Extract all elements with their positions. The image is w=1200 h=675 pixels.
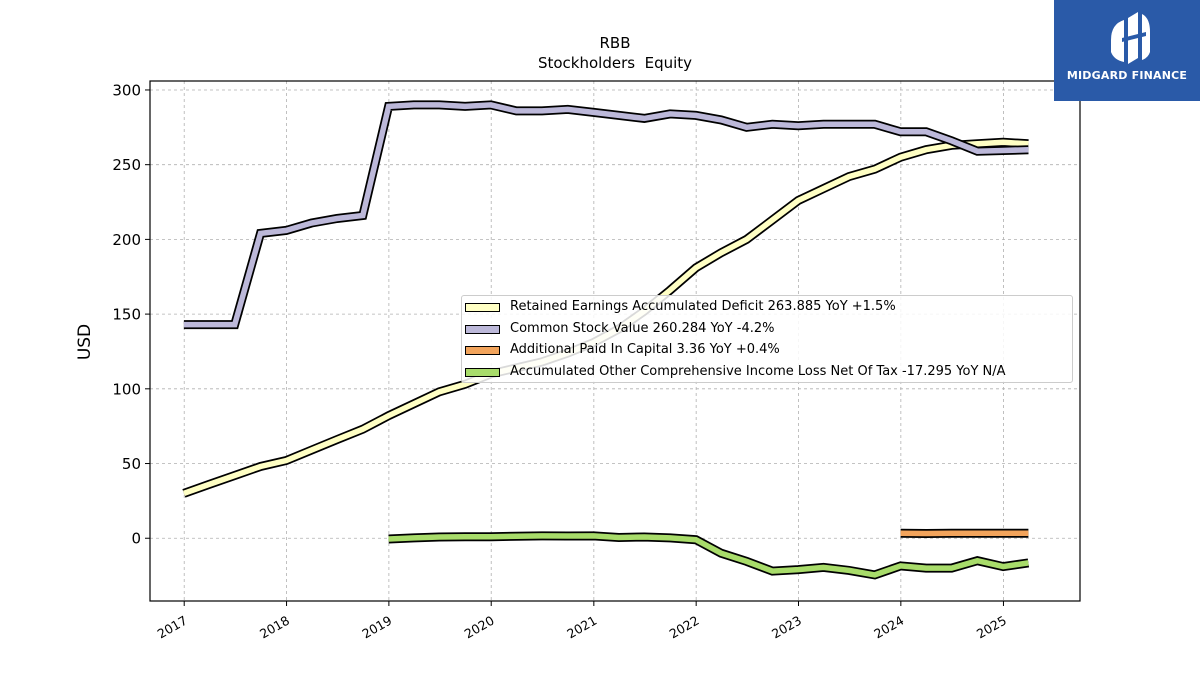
legend-label: Common Stock Value 260.284 YoY -4.2% xyxy=(510,320,775,336)
chart-subtitle: Stockholders Equity xyxy=(538,54,692,72)
y-tick-label: 250 xyxy=(112,156,141,174)
legend-label: Accumulated Other Comprehensive Income L… xyxy=(510,363,1006,379)
brand-mark-icon xyxy=(1111,12,1150,64)
legend-item-common-stock: Common Stock Value 260.284 YoY -4.2% xyxy=(462,320,1072,344)
y-tick-label: 0 xyxy=(131,530,141,548)
legend-item-additional-paid-in-capital: Additional Paid In Capital 3.36 YoY +0.4… xyxy=(462,342,1072,365)
x-tick-label: 2025 xyxy=(974,613,1009,642)
x-tick-label: 2023 xyxy=(769,613,804,642)
legend-swatch xyxy=(465,367,500,377)
series-stroke xyxy=(388,533,1029,578)
series-stroke xyxy=(183,102,1029,328)
series-line xyxy=(388,531,1030,580)
y-axis-label: USD xyxy=(75,324,95,360)
x-tick-label: 2017 xyxy=(155,613,190,642)
series-line xyxy=(183,100,1029,330)
y-tick-label: 200 xyxy=(112,231,141,249)
plot-frame xyxy=(149,80,1081,602)
y-tick-label: 50 xyxy=(122,455,141,473)
y-tick-label: 150 xyxy=(112,306,141,324)
x-tick-label: 2021 xyxy=(564,613,599,642)
y-tick-label: 300 xyxy=(112,81,141,99)
legend-swatch xyxy=(465,303,500,312)
chart-title: RBB xyxy=(599,34,630,52)
legend-item-retained-earnings: Retained Earnings Accumulated Deficit 26… xyxy=(462,299,1072,322)
brand-logo: MIDGARD FINANCE xyxy=(1054,0,1200,101)
brand-name: MIDGARD FINANCE xyxy=(1066,69,1188,82)
x-tick-label: 2020 xyxy=(462,613,497,642)
legend-label: Retained Earnings Accumulated Deficit 26… xyxy=(510,299,896,314)
legend-label: Additional Paid In Capital 3.36 YoY +0.4… xyxy=(510,342,780,357)
x-tick-label: 2024 xyxy=(871,613,906,642)
series-outline xyxy=(183,100,1029,330)
x-tick-label: 2018 xyxy=(257,613,292,642)
y-tick-label: 100 xyxy=(112,380,141,398)
x-tick-label: 2019 xyxy=(359,613,394,642)
x-tick-label: 2022 xyxy=(667,613,702,642)
legend-swatch xyxy=(465,324,500,334)
legend-swatch xyxy=(465,346,500,355)
legend-item-aoci: Accumulated Other Comprehensive Income L… xyxy=(462,363,1072,387)
chart-legend: Retained Earnings Accumulated Deficit 26… xyxy=(461,295,1073,383)
